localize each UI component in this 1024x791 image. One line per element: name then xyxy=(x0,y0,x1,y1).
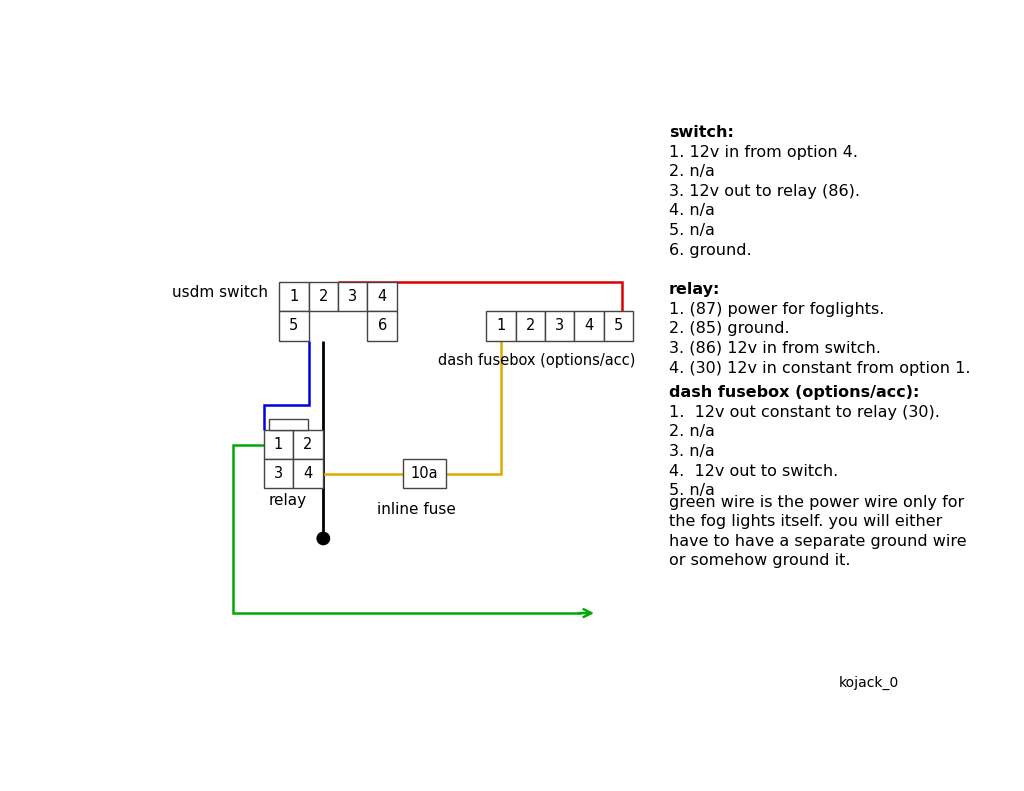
Bar xyxy=(263,459,293,488)
Bar xyxy=(338,282,368,312)
Text: 3: 3 xyxy=(273,466,283,481)
Text: 1: 1 xyxy=(273,437,283,452)
Text: have to have a separate ground wire: have to have a separate ground wire xyxy=(669,534,967,549)
Text: kojack_0: kojack_0 xyxy=(839,676,899,690)
Bar xyxy=(308,282,338,312)
Text: 2. (85) ground.: 2. (85) ground. xyxy=(669,321,790,336)
Text: 10a: 10a xyxy=(411,466,438,481)
Text: 2. n/a: 2. n/a xyxy=(669,425,715,440)
Text: 3: 3 xyxy=(555,319,564,334)
Bar xyxy=(280,282,308,312)
Text: 5: 5 xyxy=(289,319,298,334)
Text: 1.  12v out constant to relay (30).: 1. 12v out constant to relay (30). xyxy=(669,405,940,420)
Bar xyxy=(263,430,293,459)
Text: 4: 4 xyxy=(585,319,594,334)
Text: 1. 12v in from option 4.: 1. 12v in from option 4. xyxy=(669,145,858,160)
Text: 3: 3 xyxy=(348,290,357,305)
Text: 3. (86) 12v in from switch.: 3. (86) 12v in from switch. xyxy=(669,341,881,356)
Bar xyxy=(269,419,308,430)
Text: 2. n/a: 2. n/a xyxy=(669,165,715,180)
Text: 1. (87) power for foglights.: 1. (87) power for foglights. xyxy=(669,301,885,316)
Text: relay: relay xyxy=(268,493,307,508)
Text: the fog lights itself. you will either: the fog lights itself. you will either xyxy=(669,514,942,529)
Text: dash fusebox (options/acc): dash fusebox (options/acc) xyxy=(437,353,635,368)
Circle shape xyxy=(317,532,330,544)
Text: 1: 1 xyxy=(497,319,506,334)
Text: or somehow ground it.: or somehow ground it. xyxy=(669,554,851,569)
Text: inline fuse: inline fuse xyxy=(377,502,456,517)
Bar xyxy=(293,430,323,459)
Text: 3. 12v out to relay (86).: 3. 12v out to relay (86). xyxy=(669,184,860,199)
Bar xyxy=(574,312,604,341)
Bar xyxy=(403,459,445,488)
Text: 6: 6 xyxy=(378,319,387,334)
Text: dash fusebox (options/acc):: dash fusebox (options/acc): xyxy=(669,385,920,400)
Text: usdm switch: usdm switch xyxy=(171,285,267,300)
Text: 4: 4 xyxy=(303,466,312,481)
Text: 2: 2 xyxy=(525,319,535,334)
Text: switch:: switch: xyxy=(669,125,734,140)
Text: 4.  12v out to switch.: 4. 12v out to switch. xyxy=(669,464,839,479)
Bar xyxy=(515,312,545,341)
Bar xyxy=(280,312,308,341)
Text: 5. n/a: 5. n/a xyxy=(669,483,715,498)
Text: 1: 1 xyxy=(289,290,298,305)
Bar xyxy=(545,312,574,341)
Bar xyxy=(293,459,323,488)
Bar xyxy=(486,312,515,341)
Bar xyxy=(604,312,633,341)
Text: 5: 5 xyxy=(614,319,624,334)
Text: 2: 2 xyxy=(318,290,328,305)
Text: 5. n/a: 5. n/a xyxy=(669,223,715,238)
Text: relay:: relay: xyxy=(669,282,720,297)
Text: green wire is the power wire only for: green wire is the power wire only for xyxy=(669,494,965,509)
Text: 2: 2 xyxy=(303,437,312,452)
Text: 6. ground.: 6. ground. xyxy=(669,243,752,258)
Text: 4. (30) 12v in constant from option 1.: 4. (30) 12v in constant from option 1. xyxy=(669,361,971,376)
Bar xyxy=(368,312,397,341)
Bar xyxy=(368,282,397,312)
Text: 4: 4 xyxy=(378,290,387,305)
Text: 4. n/a: 4. n/a xyxy=(669,203,715,218)
Text: 3. n/a: 3. n/a xyxy=(669,444,715,459)
